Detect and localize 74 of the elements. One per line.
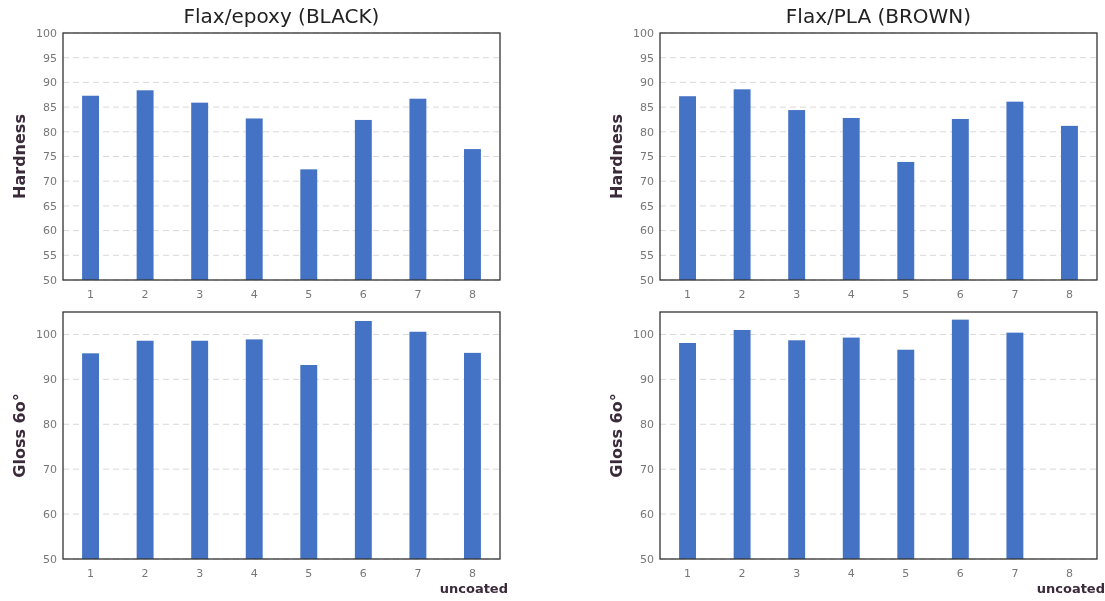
- y-tick-label: 80: [640, 125, 654, 139]
- y-tick-label: 90: [640, 373, 654, 387]
- y-tick-label: 100: [633, 328, 654, 342]
- x-tick-label: 6: [956, 288, 964, 301]
- x-tick-label: 8: [1065, 567, 1073, 580]
- x-tick-label: 6: [359, 288, 367, 301]
- x-tick-label: 1: [87, 288, 95, 301]
- y-tick-label: 90: [640, 76, 654, 90]
- y-tick-label: 75: [43, 150, 57, 164]
- x-tick-label: 5: [305, 288, 313, 301]
- y-tick-label: 90: [43, 76, 57, 90]
- y-tick-label: 60: [43, 224, 57, 238]
- x-tick-label: 8: [468, 288, 476, 301]
- x-tick-label: 7: [414, 288, 422, 301]
- y-tick-label: 50: [640, 552, 654, 566]
- y-axis-title: Gloss 6o°: [607, 393, 626, 478]
- y-tick-label: 70: [640, 463, 654, 477]
- y-tick-label: 80: [640, 418, 654, 432]
- x-tick-label: 8: [1065, 288, 1073, 301]
- y-tick-label: 50: [640, 273, 654, 287]
- x-tick-label: 5: [305, 567, 313, 580]
- x-tick-label: 1: [684, 288, 692, 301]
- x-tick-label: 1: [684, 567, 692, 580]
- y-tick-label: 60: [640, 224, 654, 238]
- x-tick-label: 4: [250, 288, 258, 301]
- y-tick-label: 55: [43, 249, 57, 263]
- y-tick-label: 90: [43, 373, 57, 387]
- chart-title: Flax/PLA (BROWN): [785, 4, 972, 28]
- y-axis-title: Hardness: [607, 114, 626, 199]
- y-tick-label: 65: [640, 199, 654, 213]
- y-tick-label: 60: [640, 507, 654, 521]
- x-tick-label: 7: [414, 567, 422, 580]
- y-axis-title: Gloss 6o°: [10, 393, 29, 478]
- x-tick-label: 7: [1011, 288, 1019, 301]
- y-tick-label: 50: [43, 552, 57, 566]
- x-tick-label: 8: [468, 567, 476, 580]
- y-tick-label: 70: [43, 175, 57, 189]
- y-tick-label: 80: [43, 418, 57, 432]
- x-tick-label: 5: [902, 567, 910, 580]
- y-tick-label: 100: [633, 26, 654, 40]
- y-tick-label: 65: [43, 199, 57, 213]
- chart-title: Flax/epoxy (BLACK): [183, 4, 380, 28]
- y-tick-label: 55: [640, 249, 654, 263]
- x-tick-label: 4: [847, 288, 855, 301]
- y-tick-label: 70: [640, 175, 654, 189]
- x-tick-label: 6: [956, 567, 964, 580]
- x-tick-label: 3: [793, 567, 801, 580]
- text: uncoated: [439, 581, 508, 596]
- x-tick-label: 2: [141, 288, 149, 301]
- y-tick-label: 80: [43, 125, 57, 139]
- y-axis-title: Hardness: [10, 114, 29, 199]
- y-tick-label: 70: [43, 463, 57, 477]
- y-tick-label: 85: [43, 100, 57, 114]
- x-tick-label: 3: [196, 288, 204, 301]
- y-tick-label: 100: [36, 26, 57, 40]
- x-tick-label: 2: [738, 567, 746, 580]
- x-tick-label: 2: [738, 288, 746, 301]
- y-tick-label: 60: [43, 507, 57, 521]
- x-tick-label: 2: [141, 567, 149, 580]
- y-tick-label: 75: [640, 150, 654, 164]
- text: uncoated: [1036, 581, 1105, 596]
- y-tick-label: 100: [36, 328, 57, 342]
- y-tick-label: 95: [43, 51, 57, 65]
- x-tick-label: 4: [250, 567, 258, 580]
- y-tick-label: 50: [43, 273, 57, 287]
- x-tick-label: 3: [793, 288, 801, 301]
- x-tick-label: 1: [87, 567, 95, 580]
- x-tick-label: 4: [847, 567, 855, 580]
- y-tick-label: 95: [640, 51, 654, 65]
- x-tick-label: 5: [902, 288, 910, 301]
- x-tick-label: 3: [196, 567, 204, 580]
- x-tick-label: 7: [1011, 567, 1019, 580]
- y-tick-label: 85: [640, 100, 654, 114]
- x-tick-label: 6: [359, 567, 367, 580]
